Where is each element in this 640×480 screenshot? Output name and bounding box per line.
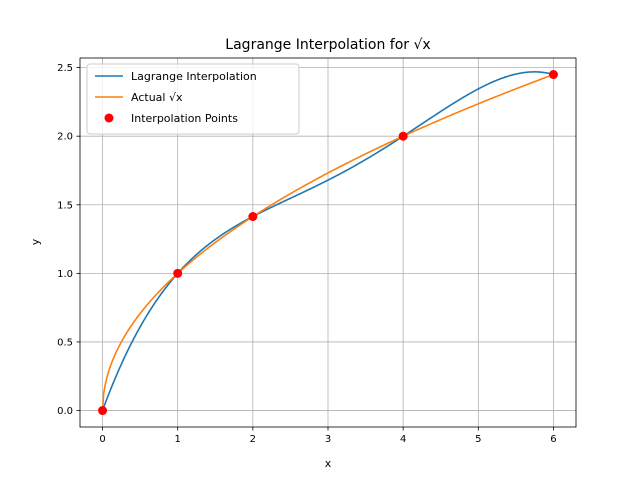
x-tick-label: 3 — [325, 434, 331, 445]
x-tick-label: 2 — [250, 434, 256, 445]
y-tick-label: 0.0 — [57, 406, 73, 417]
legend-label-points: Interpolation Points — [131, 112, 238, 125]
legend-label-lagrange: Lagrange Interpolation — [131, 70, 257, 83]
interpolation-point — [173, 268, 183, 278]
x-tick-label: 0 — [99, 434, 105, 445]
legend-box — [86, 63, 300, 135]
interpolation-point — [548, 70, 558, 80]
x-tick-label: 1 — [175, 434, 181, 445]
x-tick-label: 5 — [475, 434, 481, 445]
ticks: 0 1 2 3 4 5 6 0.0 0.5 1.0 1.5 2.0 2.5 — [57, 63, 557, 445]
y-tick-label: 2.0 — [57, 132, 73, 143]
legend-swatch-points — [104, 113, 114, 123]
interpolation-point — [398, 131, 408, 141]
interpolation-points — [98, 70, 558, 416]
y-tick-label: 1.5 — [57, 200, 73, 211]
x-tick-label: 4 — [400, 434, 406, 445]
y-tick-label: 1.0 — [57, 269, 73, 280]
x-tick-label: 6 — [550, 434, 556, 445]
chart-title: Lagrange Interpolation for √x — [225, 37, 430, 53]
y-tick-label: 0.5 — [57, 337, 73, 348]
y-axis-label: y — [29, 238, 42, 245]
interpolation-point — [98, 406, 108, 416]
legend: Lagrange Interpolation Actual √x Interpo… — [86, 63, 300, 135]
interpolation-point — [248, 212, 258, 222]
legend-label-actual-sqrt: Actual √x — [131, 91, 183, 104]
y-tick-label: 2.5 — [57, 63, 73, 74]
x-axis-label: x — [325, 457, 332, 470]
